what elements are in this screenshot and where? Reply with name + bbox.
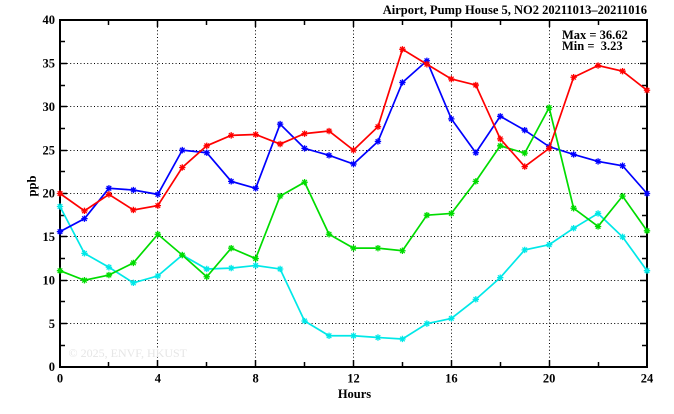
svg-text:40: 40: [43, 13, 56, 27]
svg-text:Airport, Pump House 5, NO2 202: Airport, Pump House 5, NO2 20211013–2021…: [383, 3, 647, 17]
svg-text:30: 30: [43, 100, 56, 114]
svg-text:15: 15: [43, 230, 56, 244]
svg-text:Hours: Hours: [338, 387, 371, 401]
svg-text:0: 0: [49, 360, 55, 374]
svg-text:0: 0: [57, 372, 63, 386]
svg-text:35: 35: [43, 57, 56, 71]
svg-text:12: 12: [347, 372, 360, 386]
svg-text:© 2025, ENVF, HKUST: © 2025, ENVF, HKUST: [69, 346, 188, 360]
svg-text:10: 10: [43, 273, 56, 287]
svg-text:25: 25: [43, 143, 56, 157]
svg-text:4: 4: [155, 372, 162, 386]
svg-text:16: 16: [445, 372, 458, 386]
svg-text:24: 24: [641, 372, 654, 386]
svg-text:ppb: ppb: [25, 176, 39, 197]
svg-text:Min = 3.23: Min = 3.23: [562, 39, 623, 53]
svg-text:20: 20: [43, 187, 56, 201]
svg-text:Max = 36.62: Max = 36.62: [562, 28, 628, 42]
svg-text:8: 8: [253, 372, 259, 386]
svg-text:20: 20: [543, 372, 556, 386]
svg-text:5: 5: [49, 317, 55, 331]
